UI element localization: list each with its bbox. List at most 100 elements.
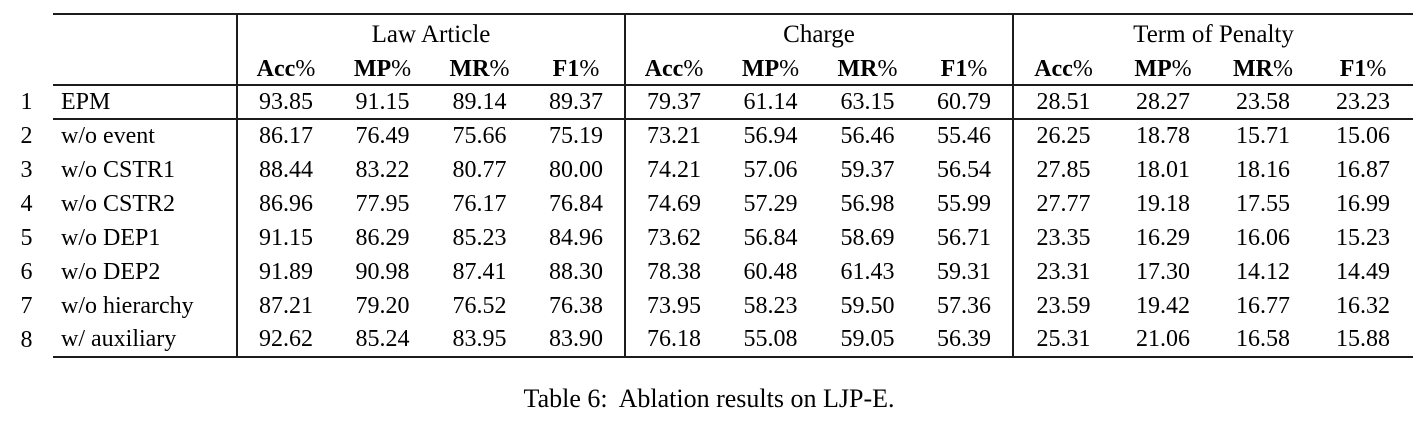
value-cell: 15.88	[1313, 323, 1414, 358]
value-cell: 76.52	[452, 292, 507, 319]
value-cell: 86.29	[355, 224, 410, 251]
value-cell: 79.37	[624, 85, 723, 120]
value-cell: 85.24	[334, 323, 431, 358]
metric-header-charge-f1: F1%	[916, 55, 1014, 86]
table-caption: Table 6: Ablation results on LJP-E.	[0, 384, 1418, 414]
value-cell: 77.95	[355, 190, 410, 217]
value-cell: 28.51	[1012, 85, 1114, 120]
label-column-spacer	[53, 55, 237, 86]
value-cell: 16.06	[1236, 224, 1291, 251]
row-number: 3	[20, 156, 33, 183]
metric-name: F1	[940, 56, 968, 82]
row-label: w/o hierarchy	[61, 292, 194, 319]
value-cell: 56.94	[743, 123, 798, 149]
metric-suffix: %	[1273, 56, 1293, 82]
row-label: EPM	[53, 85, 237, 120]
metric-header-charge-mp: MP%	[722, 55, 820, 86]
metric-suffix: %	[1072, 56, 1093, 82]
metric-suffix: %	[579, 56, 600, 82]
row-number: 7	[20, 292, 33, 319]
metric-header-term-of-penalty-mr: MR%	[1213, 55, 1314, 86]
value-cell: 60.79	[916, 85, 1014, 120]
group-header-law-article: Law Article	[235, 13, 626, 55]
metric-suffix: %	[1171, 56, 1192, 82]
value-cell: 75.66	[452, 123, 507, 149]
value-cell: 57.36	[937, 292, 992, 319]
metric-name: MP	[741, 56, 780, 82]
row-label: w/o CSTR1	[61, 156, 176, 183]
value-cell: 16.87	[1336, 156, 1391, 183]
value-cell: 73.21	[624, 119, 723, 153]
group-header-charge: Charge	[624, 13, 1014, 55]
metric-name: MR	[837, 56, 878, 82]
metric-suffix: %	[779, 56, 800, 82]
table-row-w-o-cstr2: 4 w/o CSTR2 86.96 77.95 76.17 76.84 74.69 57.29…	[0, 187, 1413, 221]
value-cell: 61.14	[722, 85, 820, 120]
value-cell: 83.95	[431, 323, 528, 358]
table-body: 1 EPM 93.85 91.15 89.14 89.37 79.37 61.14 63.15 6…	[0, 85, 1414, 358]
value-cell: 61.43	[840, 258, 895, 285]
value-cell: 84.96	[549, 224, 603, 251]
value-cell: 57.06	[743, 156, 798, 183]
value-cell: 74.21	[624, 153, 723, 187]
value-cell: 56.98	[840, 190, 895, 217]
value-cell: 23.23	[1313, 85, 1414, 120]
value-cell: 56.46	[840, 123, 895, 149]
value-cell: 27.85	[1012, 153, 1114, 187]
metric-suffix: %	[877, 56, 898, 82]
value-cell: 56.54	[937, 156, 992, 183]
value-cell: 83.90	[528, 323, 626, 358]
metric-header-law-article-f1: F1%	[528, 55, 626, 86]
table-row-epm: 1 EPM 93.85 91.15 89.14 89.37 79.37 61.14 63.15 6…	[0, 85, 1414, 120]
metric-header-charge-mr: MR%	[819, 55, 917, 86]
group-header-row: Law Article Charge Term of Penalty	[0, 13, 1414, 55]
table-row-w-auxiliary: 8 w/ auxiliary 92.62 85.24 83.95 83.90 76.18 55…	[0, 323, 1414, 358]
metric-header-law-article-acc: Acc%	[236, 55, 334, 86]
value-cell: 59.50	[840, 292, 895, 319]
value-cell: 90.98	[355, 258, 410, 285]
value-cell: 78.38	[624, 255, 723, 289]
row-label: w/o DEP2	[61, 258, 161, 285]
value-cell: 59.37	[840, 156, 895, 183]
value-cell: 17.55	[1236, 190, 1291, 217]
metric-suffix: %	[489, 56, 510, 82]
row-number: 2	[20, 122, 33, 149]
ablation-results-table: Law Article Charge Term of Penalty Acc% MP%…	[0, 13, 1414, 358]
row-number: 5	[20, 224, 33, 251]
value-cell: 17.30	[1136, 258, 1191, 285]
value-cell: 80.00	[549, 156, 603, 183]
value-cell: 88.44	[236, 153, 334, 187]
metric-suffix: %	[391, 56, 412, 82]
value-cell: 56.84	[743, 224, 798, 251]
value-cell: 86.96	[236, 187, 334, 221]
value-cell: 89.37	[528, 85, 626, 120]
metric-header-law-article-mr: MR%	[431, 55, 528, 86]
value-cell: 91.89	[236, 255, 334, 289]
value-cell: 23.31	[1012, 255, 1114, 289]
metric-header-row: Acc% MP% MR% F1% Acc% MP% MR% F1% Acc% MP% MR% F1%	[0, 55, 1414, 86]
value-cell: 79.20	[355, 292, 410, 319]
value-cell: 76.38	[549, 292, 603, 319]
metric-header-charge-acc: Acc%	[624, 55, 723, 86]
group-header-term-of-penalty: Term of Penalty	[1012, 13, 1414, 55]
value-cell: 16.77	[1236, 292, 1291, 319]
value-cell: 16.32	[1336, 292, 1391, 319]
value-cell: 55.08	[722, 323, 820, 358]
metric-name: Acc	[1034, 56, 1073, 82]
metric-name: MR	[449, 56, 490, 82]
value-cell: 83.22	[355, 156, 410, 183]
metric-header-term-of-penalty-mp: MP%	[1113, 55, 1214, 86]
corner-spacer	[0, 55, 53, 85]
value-cell: 89.14	[431, 85, 528, 120]
value-cell: 75.19	[549, 123, 603, 149]
value-cell: 27.77	[1012, 187, 1114, 221]
value-cell: 57.29	[743, 190, 798, 217]
value-cell: 16.29	[1136, 224, 1191, 251]
table-row-w-o-cstr1: 3 w/o CSTR1 88.44 83.22 80.77 80.00 74.21 57.06…	[0, 153, 1413, 187]
value-cell: 76.17	[452, 190, 507, 217]
value-cell: 16.99	[1336, 190, 1391, 217]
value-cell: 56.39	[916, 323, 1014, 358]
row-number: 8	[20, 326, 33, 353]
caption-label: Table 6:	[523, 384, 608, 413]
value-cell: 18.16	[1236, 156, 1291, 183]
